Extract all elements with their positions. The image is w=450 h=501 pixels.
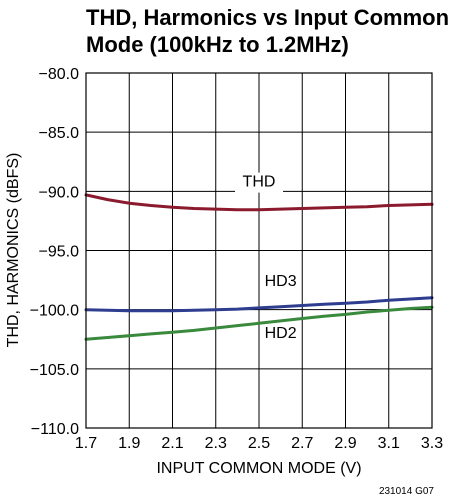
x-axis-title: INPUT COMMON MODE (V) bbox=[156, 460, 361, 477]
y-tick-label: −100.0 bbox=[30, 303, 79, 320]
series-line-thd bbox=[84, 193, 434, 212]
series-label-background bbox=[235, 172, 283, 193]
series-line-hd2 bbox=[84, 305, 434, 341]
x-tick-label: 2.7 bbox=[291, 435, 313, 452]
series-label-hd3: HD3 bbox=[265, 273, 297, 290]
x-tick-label: 3.1 bbox=[378, 435, 400, 452]
chart-title: THD, Harmonics vs Input Common Mode (100… bbox=[86, 5, 450, 57]
series-label-thd: THD bbox=[243, 174, 276, 191]
x-tick-label: 2.1 bbox=[161, 435, 183, 452]
series-line-hd3 bbox=[84, 296, 434, 313]
series-layer bbox=[84, 193, 434, 341]
plot-frame bbox=[85, 72, 433, 429]
figure-code: 231014 G07 bbox=[379, 486, 434, 497]
y-tick-label: −80.0 bbox=[39, 66, 80, 83]
y-tick-label: −85.0 bbox=[39, 125, 80, 142]
x-tick-label: 1.7 bbox=[75, 435, 97, 452]
series-label-hd2: HD2 bbox=[265, 325, 297, 342]
series-labels: THD HD3 HD2 bbox=[235, 172, 297, 342]
grid-layer bbox=[85, 72, 433, 429]
x-tick-label: 2.9 bbox=[334, 435, 356, 452]
x-tick-labels: 1.7 1.9 2.1 2.3 2.5 2.7 2.9 3.1 3.3 bbox=[75, 435, 443, 452]
x-tick-label: 2.3 bbox=[205, 435, 227, 452]
y-tick-label: −105.0 bbox=[30, 362, 79, 379]
y-tick-label: −110.0 bbox=[31, 421, 79, 438]
y-axis-title: THD, HARMONICS (dBFS) bbox=[5, 153, 22, 348]
y-tick-label: −95.0 bbox=[39, 244, 80, 261]
y-tick-labels: −80.0 −85.0 −90.0 −95.0 −100.0 −105.0 −110.0 bbox=[30, 66, 79, 438]
x-tick-label: 3.3 bbox=[421, 435, 443, 452]
x-tick-label: 1.9 bbox=[118, 435, 140, 452]
y-tick-label: −90.0 bbox=[39, 184, 80, 201]
x-tick-label: 2.5 bbox=[248, 435, 270, 452]
